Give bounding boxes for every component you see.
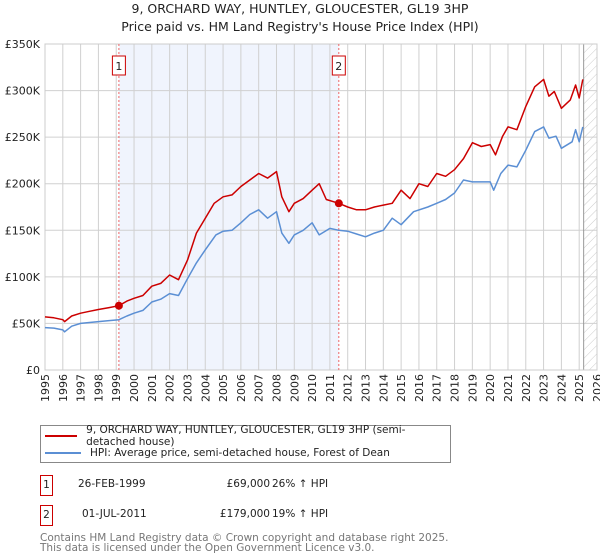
y-tick-label: £150K	[5, 224, 41, 237]
y-tick-label: £100K	[5, 271, 41, 284]
legend-item-property: 9, ORCHARD WAY, HUNTLEY, GLOUCESTER, GL1…	[45, 424, 450, 448]
x-tick-label: 2017	[431, 374, 444, 402]
x-tick-label: 2014	[377, 374, 390, 402]
sale-point	[334, 199, 343, 208]
y-tick-label: £50K	[12, 317, 41, 330]
x-tick-label: 2020	[484, 374, 497, 402]
x-tick-label: 1995	[39, 374, 52, 402]
x-tick-label: 1998	[92, 374, 105, 402]
legend-item-hpi: HPI: Average price, semi-detached house,…	[45, 445, 390, 461]
y-tick-label: £300K	[5, 85, 41, 98]
future-hatch	[583, 44, 597, 370]
x-tick-label: 2025	[573, 374, 586, 402]
footer-copyright: Contains HM Land Registry data © Crown c…	[40, 532, 449, 544]
x-tick-label: 2024	[555, 374, 568, 402]
x-tick-label: 2010	[306, 374, 319, 402]
sale-hpi: 26% ↑ HPI	[272, 478, 329, 490]
x-tick-label: 2006	[235, 374, 248, 402]
y-tick-label: £200K	[5, 178, 41, 191]
price-chart: 1995 1996 1997 1998 1999 2000 2001 2002 2003 2004…	[5, 38, 600, 402]
chart-title: 9, ORCHARD WAY, HUNTLEY, GLOUCESTER, GL1…	[131, 1, 469, 16]
sale-marker-number: 2	[40, 505, 53, 526]
x-tick-label: 2018	[449, 374, 462, 402]
x-tick-label: 2023	[538, 374, 551, 402]
x-tick-label: 2002	[164, 374, 177, 402]
sale-marker-box	[331, 55, 346, 76]
y-tick-label: £250K	[5, 131, 41, 144]
sale-marker-label: 2	[335, 60, 342, 73]
hpi-line	[44, 126, 584, 333]
sale-price: £179,000	[219, 508, 270, 520]
legend: 9, ORCHARD WAY, HUNTLEY, GLOUCESTER, GL1…	[40, 424, 451, 463]
x-tick-label: 2011	[324, 374, 337, 402]
legend-swatch-red	[45, 435, 78, 437]
x-tick-label: 1999	[110, 374, 123, 402]
x-tick-label: 2009	[288, 374, 301, 402]
x-tick-label: 2007	[253, 374, 266, 402]
y-tick-label: £0	[26, 364, 40, 377]
x-tick-label: 1996	[57, 374, 70, 402]
sale-marker-label: 1	[115, 60, 122, 73]
x-tick-label: 2000	[128, 374, 141, 402]
x-tick-label: 1997	[75, 374, 88, 402]
sale-hpi: 19% ↑ HPI	[272, 508, 329, 520]
property-price-line	[44, 78, 584, 323]
x-tick-label: 2008	[270, 374, 283, 402]
x-tick-label: 2013	[360, 374, 373, 402]
x-tick-label: 2001	[146, 374, 159, 402]
x-tick-label: 2005	[217, 374, 230, 402]
footer-licence: This data is licensed under the Open Gov…	[40, 542, 375, 554]
sale-point	[114, 301, 123, 310]
x-tick-label: 2026	[591, 374, 600, 402]
sale-marker-number: 1	[40, 475, 53, 496]
ownership-shading	[118, 44, 339, 370]
legend-swatch-blue	[45, 452, 81, 454]
legend-label: 9, ORCHARD WAY, HUNTLEY, GLOUCESTER, GL1…	[86, 424, 406, 448]
x-tick-label: 2022	[520, 374, 533, 402]
x-tick-label: 2019	[466, 374, 479, 402]
y-tick-label: £350K	[5, 38, 41, 51]
x-tick-label: 2015	[395, 374, 408, 402]
x-tick-label: 2012	[342, 374, 355, 402]
sale-date: 26-FEB-1999	[78, 478, 146, 490]
x-tick-label: 2021	[502, 374, 515, 402]
sale-price: £69,000	[226, 478, 270, 490]
x-tick-label: 2004	[199, 374, 212, 402]
sale-marker-box	[111, 55, 126, 76]
x-tick-label: 2016	[413, 374, 426, 402]
sale-date: 01-JUL-2011	[82, 508, 147, 520]
legend-label: HPI: Average price, semi-detached house,…	[90, 447, 390, 459]
chart-subtitle: Price paid vs. HM Land Registry's House …	[121, 19, 479, 34]
plot-border	[44, 43, 598, 371]
x-tick-label: 2003	[181, 374, 194, 402]
